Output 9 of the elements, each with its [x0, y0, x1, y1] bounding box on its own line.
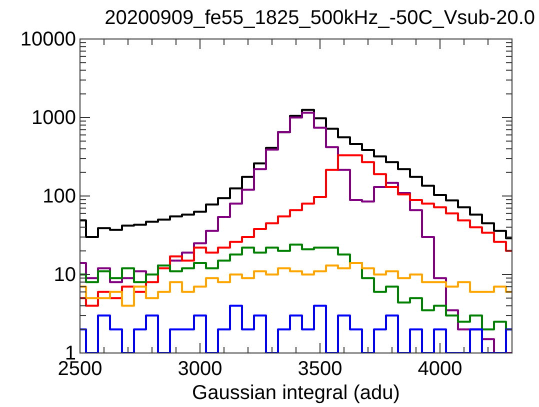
x-tick-label: 4000: [418, 358, 462, 380]
y-tick-label: 10000: [20, 28, 76, 50]
x-tick-label: 3000: [178, 358, 222, 380]
y-tick-label: 10: [54, 264, 76, 286]
x-tick-label: 3500: [298, 358, 342, 380]
y-tick-label: 1000: [32, 106, 76, 129]
chart-title: 20200909_fe55_1825_500kHz_-50C_Vsub-20.0: [104, 7, 535, 29]
y-tick-label: 100: [42, 185, 76, 208]
x-axis-title: Gaussian integral (adu): [192, 382, 400, 404]
